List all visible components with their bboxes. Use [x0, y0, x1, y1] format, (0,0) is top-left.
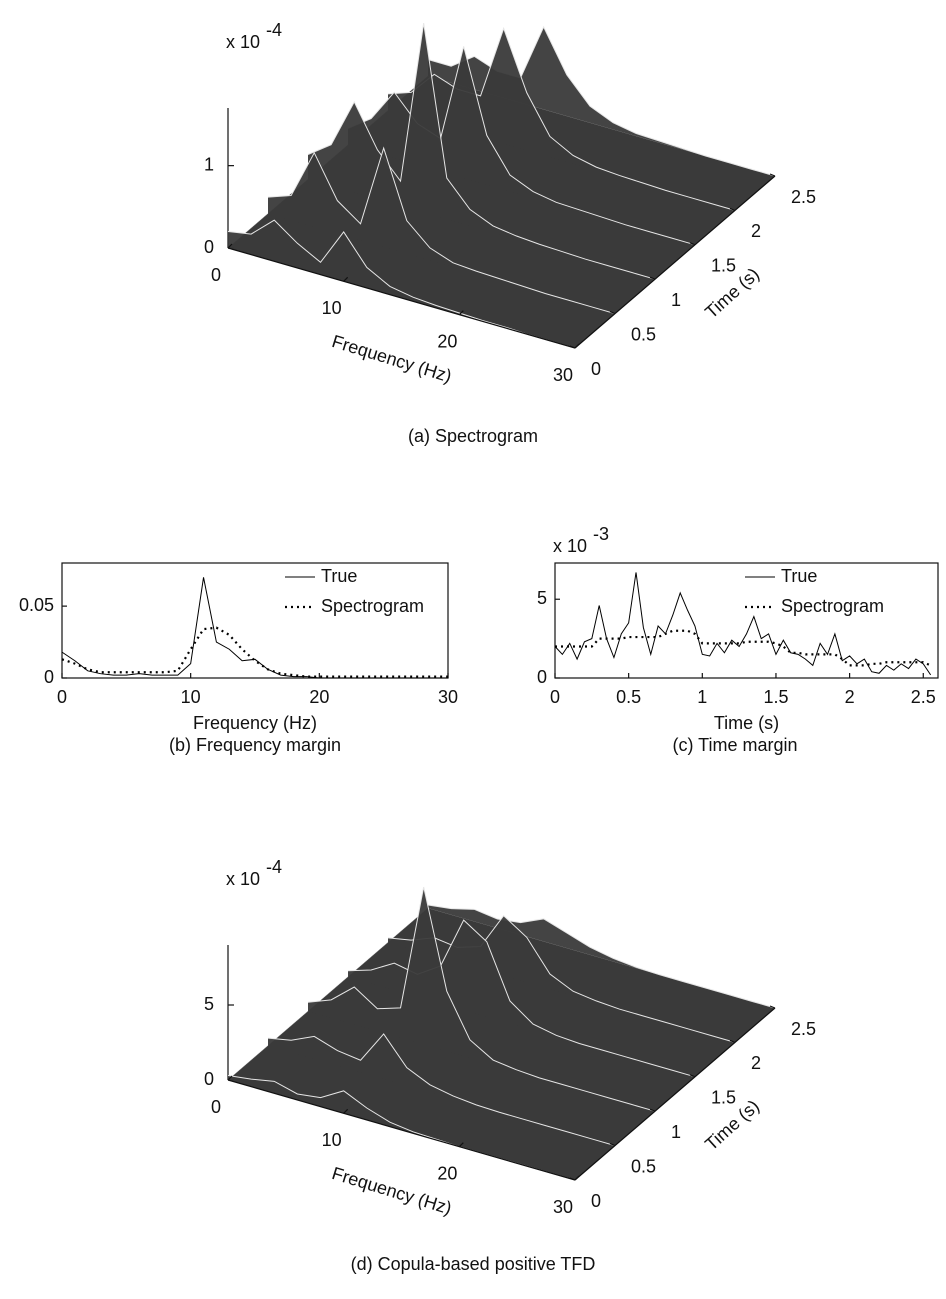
- scale-label: x 10: [553, 536, 587, 556]
- y-tick-label: 1.5: [711, 1088, 736, 1108]
- caption: (a) Spectrogram: [408, 426, 538, 446]
- x-axis-label: Frequency (Hz): [330, 331, 454, 386]
- caption: (c) Time margin: [672, 735, 797, 755]
- y-tick-label: 2.5: [791, 1019, 816, 1039]
- z-tick-label: 0: [204, 1069, 214, 1089]
- page: {"chart_data": [ {"type": "surface3d", "…: [0, 0, 946, 1299]
- x-tick-label: 20: [437, 331, 457, 351]
- y-tick-label: 2: [751, 221, 761, 241]
- legend-label: Spectrogram: [781, 596, 884, 616]
- x-axis-label: Frequency (Hz): [193, 713, 317, 733]
- z-tick-label: 0: [204, 237, 214, 257]
- x-tick-label: 30: [553, 365, 573, 385]
- y-tick-label: 0: [591, 1191, 601, 1211]
- y-tick-label: 0.05: [19, 595, 54, 615]
- x-tick-label: 0: [550, 687, 560, 707]
- y-tick-label: 5: [537, 588, 547, 608]
- y-tick-label: 0.5: [631, 324, 656, 344]
- series-line: [555, 572, 931, 674]
- x-tick-label: 1: [697, 687, 707, 707]
- series-line: [555, 631, 931, 666]
- caption: (b) Frequency margin: [169, 735, 341, 755]
- x-tick-label: 10: [322, 298, 342, 318]
- x-tick-label: 0: [211, 1097, 221, 1117]
- y-tick-label: 1: [671, 290, 681, 310]
- scale-exponent: -4: [266, 857, 282, 877]
- y-tick-label: 0: [591, 359, 601, 379]
- figure: 01010203000.511.522.5Frequency (Hz)Time …: [0, 0, 946, 1299]
- plot-frame: [62, 563, 448, 678]
- y-tick-label: 2: [751, 1053, 761, 1073]
- x-tick-label: 0: [57, 687, 67, 707]
- x-axis-label: Time (s): [714, 713, 779, 733]
- legend-label: True: [321, 566, 357, 586]
- x-tick-label: 2.5: [911, 687, 936, 707]
- scale-exponent: -3: [593, 524, 609, 544]
- plot-frame: [555, 563, 938, 678]
- x-tick-label: 0: [211, 265, 221, 285]
- y-tick-label: 0.5: [631, 1156, 656, 1176]
- legend-label: Spectrogram: [321, 596, 424, 616]
- z-tick-label: 1: [204, 154, 214, 174]
- y-tick-label: 1.5: [711, 256, 736, 276]
- legend-label: True: [781, 566, 817, 586]
- x-tick-label: 30: [553, 1197, 573, 1217]
- series-line: [62, 577, 448, 678]
- scale-exponent: -4: [266, 20, 282, 40]
- y-tick-label: 2.5: [791, 187, 816, 207]
- scale-label: x 10: [226, 32, 260, 52]
- x-tick-label: 10: [322, 1130, 342, 1150]
- scale-label: x 10: [226, 869, 260, 889]
- x-tick-label: 2: [845, 687, 855, 707]
- z-tick-label: 5: [204, 994, 214, 1014]
- x-tick-label: 30: [438, 687, 458, 707]
- x-tick-label: 1.5: [763, 687, 788, 707]
- caption: (d) Copula-based positive TFD: [351, 1254, 596, 1274]
- y-tick-label: 0: [537, 667, 547, 687]
- series-line: [62, 628, 448, 677]
- x-tick-label: 0.5: [616, 687, 641, 707]
- x-tick-label: 20: [437, 1163, 457, 1183]
- y-tick-label: 0: [44, 667, 54, 687]
- y-tick-label: 1: [671, 1122, 681, 1142]
- x-tick-label: 10: [181, 687, 201, 707]
- x-tick-label: 20: [309, 687, 329, 707]
- x-axis-label: Frequency (Hz): [330, 1163, 454, 1218]
